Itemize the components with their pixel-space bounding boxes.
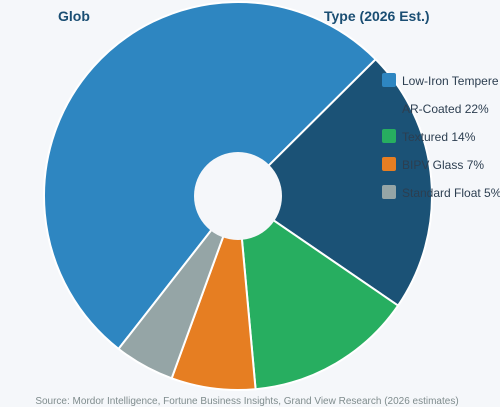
pie-slice-standard-float — [117, 195, 239, 380]
chart-title-left: Glob — [58, 8, 90, 24]
legend-swatch — [382, 157, 396, 171]
chart-title-right: Type (2026 Est.) — [324, 8, 430, 24]
legend-label: BIPV Glass 7% — [402, 158, 484, 172]
legend-swatch — [382, 129, 396, 143]
legend-label: AR-Coated 22% — [402, 102, 489, 116]
legend-swatch — [382, 73, 396, 87]
legend-swatch — [382, 185, 396, 199]
legend-label: Standard Float 5% — [402, 186, 500, 200]
legend: Low-Iron Tempere AR-Coated 22% Textured 14… — [382, 73, 500, 200]
legend-label: Textured 14% — [402, 130, 476, 144]
legend-label: Low-Iron Tempere — [402, 74, 499, 88]
legend-swatch — [382, 101, 396, 115]
donut-hole — [194, 152, 282, 240]
source-note: Source: Mordor Intelligence, Fortune Bus… — [35, 396, 458, 407]
pie-slice-textured — [236, 193, 400, 391]
